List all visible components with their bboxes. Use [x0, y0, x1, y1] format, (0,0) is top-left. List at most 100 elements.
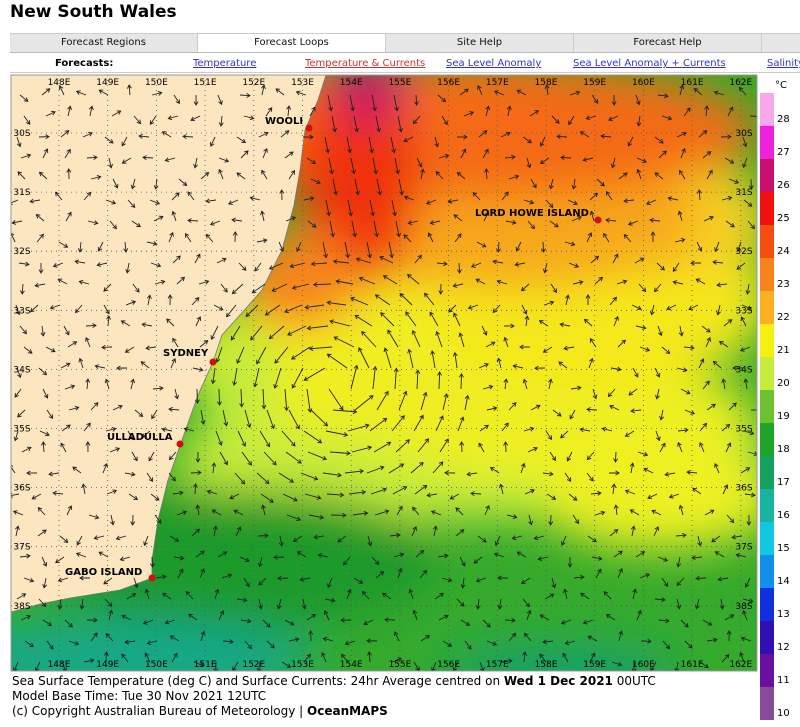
link[interactable]: Sea Level Anomaly + Currents	[573, 58, 726, 69]
current-arrow	[454, 233, 462, 243]
current-arrow	[688, 304, 699, 311]
current-arrow	[200, 171, 210, 180]
lat-label: 32S	[735, 247, 752, 257]
current-arrow	[380, 312, 395, 327]
current-arrow	[161, 427, 173, 433]
current-arrow	[391, 657, 403, 663]
current-arrow	[735, 552, 747, 558]
place-label: WOOLI	[265, 116, 303, 127]
current-arrow	[720, 134, 732, 140]
current-arrow	[498, 483, 504, 495]
current-arrow	[520, 283, 530, 292]
place-marker	[176, 440, 184, 448]
current-arrow	[184, 232, 192, 243]
current-arrow	[303, 653, 311, 663]
lon-label: 162E	[729, 78, 752, 88]
current-arrow	[353, 577, 364, 584]
current-arrow	[550, 283, 557, 294]
current-arrow	[527, 446, 538, 453]
lon-label: 156E	[437, 78, 460, 88]
lat-label: 38S	[13, 602, 30, 612]
current-arrow	[623, 233, 632, 243]
current-arrow	[618, 172, 628, 180]
current-arrow	[329, 450, 351, 456]
current-arrow	[407, 274, 420, 285]
tab[interactable]: Forecast Help	[574, 34, 762, 52]
current-arrow	[155, 574, 167, 580]
current-arrow	[119, 556, 131, 562]
current-arrow	[640, 638, 652, 644]
current-arrow	[589, 652, 596, 663]
colorbar-label: 19	[777, 411, 790, 422]
tab[interactable]: Forecast Loops	[198, 34, 386, 52]
current-arrow	[464, 640, 472, 650]
current-arrow	[81, 483, 87, 495]
current-arrow	[195, 316, 202, 327]
current-arrow	[742, 157, 748, 169]
current-arrow	[340, 617, 352, 623]
current-arrow	[560, 619, 572, 625]
current-arrow	[435, 415, 444, 432]
current-arrow	[411, 329, 421, 348]
current-arrow	[213, 661, 219, 671]
link[interactable]: Sea Level Anomaly	[446, 58, 542, 69]
lon-label: 148E	[48, 78, 71, 88]
lon-label: 149E	[96, 660, 119, 670]
current-arrow	[266, 640, 275, 649]
current-arrow	[57, 577, 69, 583]
current-arrow	[410, 461, 424, 474]
current-arrow	[740, 636, 752, 642]
current-arrow	[740, 316, 747, 327]
current-arrow	[268, 325, 285, 340]
current-arrow	[79, 575, 91, 581]
link[interactable]: Temperature & Currents	[305, 58, 426, 69]
current-arrow	[564, 241, 576, 247]
current-arrow	[341, 653, 349, 663]
colorbar-swatch	[760, 456, 774, 489]
lon-label: 157E	[486, 78, 509, 88]
current-arrow	[41, 88, 51, 96]
current-arrow	[594, 510, 606, 516]
current-arrow	[60, 442, 67, 453]
link[interactable]: Salinity	[767, 58, 800, 69]
current-arrow	[83, 658, 95, 664]
current-arrow	[317, 553, 329, 558]
current-arrow	[712, 259, 724, 265]
current-arrow	[367, 651, 372, 663]
current-arrow	[750, 409, 757, 411]
current-arrow	[263, 451, 277, 466]
current-arrow	[350, 296, 369, 306]
current-arrow	[649, 217, 661, 223]
current-arrow	[352, 510, 369, 516]
current-arrow	[544, 593, 555, 600]
current-arrow	[281, 430, 296, 447]
current-arrow	[333, 336, 355, 348]
current-arrow	[631, 304, 642, 311]
place-marker	[148, 574, 156, 582]
lat-label: 32S	[13, 247, 30, 257]
current-arrow	[478, 130, 488, 138]
current-arrow	[195, 504, 201, 516]
current-arrow	[516, 89, 527, 96]
current-arrow	[512, 364, 524, 369]
current-arrow	[232, 231, 238, 243]
current-arrow	[221, 573, 233, 579]
current-arrow	[412, 115, 421, 125]
current-arrow	[504, 617, 516, 623]
current-arrow	[46, 640, 54, 650]
lat-label: 37S	[735, 543, 752, 553]
current-arrow	[472, 192, 481, 201]
current-arrow	[595, 568, 602, 579]
current-arrow	[109, 220, 117, 230]
current-arrow	[15, 525, 20, 537]
current-arrow	[148, 451, 155, 462]
map-labels: 148E 148E 149E 149E 150E 150E 151E 151E 152E 152E…	[13, 78, 752, 670]
current-arrow	[274, 346, 289, 364]
current-arrow	[291, 283, 310, 290]
current-arrow	[46, 409, 54, 420]
link[interactable]: Temperature	[193, 58, 257, 69]
current-arrow	[15, 304, 21, 316]
tab[interactable]: Forecast Regions	[10, 34, 198, 52]
tab[interactable]: Site Help	[386, 34, 574, 52]
current-arrow	[714, 551, 725, 558]
